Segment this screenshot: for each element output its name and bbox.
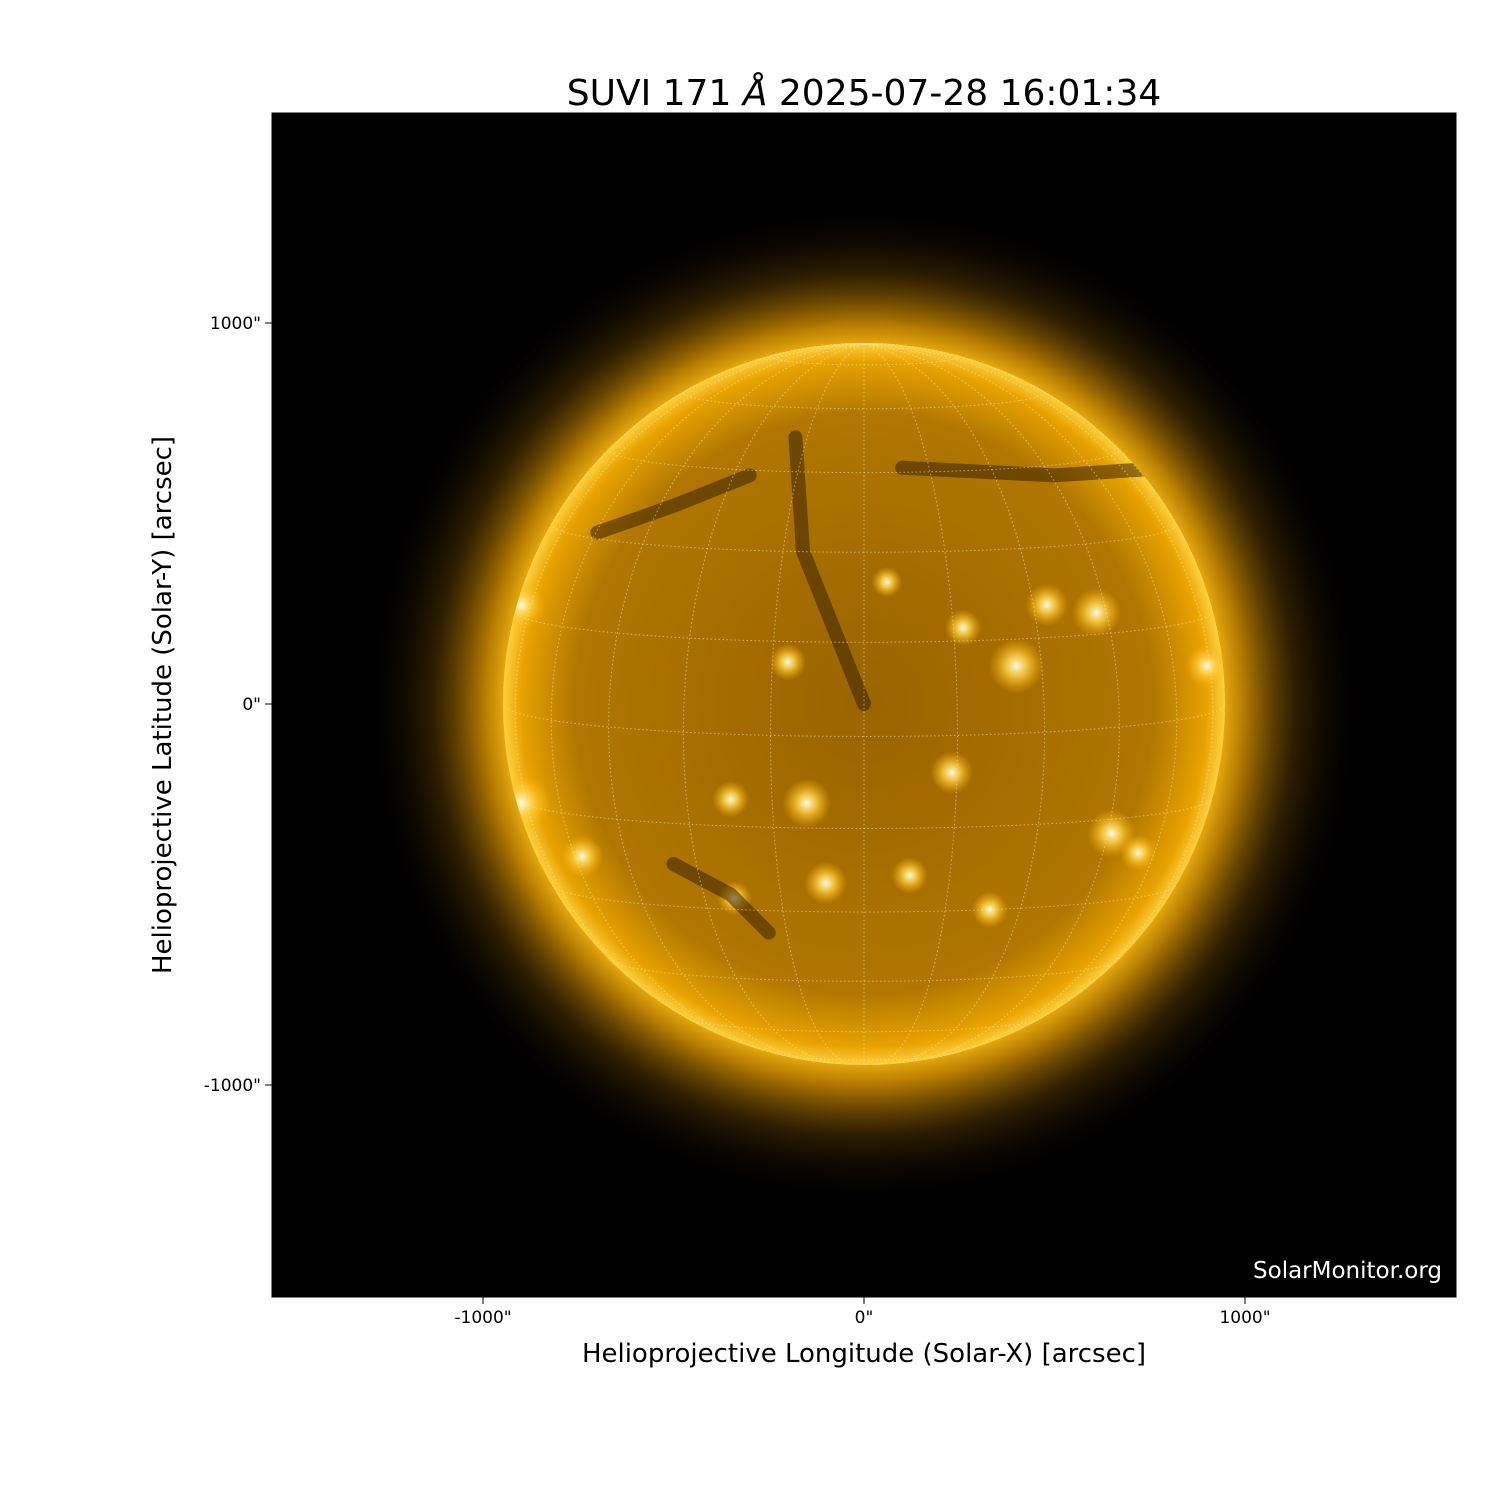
grid-line — [514, 610, 1214, 643]
watermark: SolarMonitor.org — [1253, 1258, 1442, 1284]
active-region — [988, 638, 1044, 694]
filament — [788, 430, 871, 711]
grid-line — [608, 447, 1120, 474]
active-region — [930, 751, 973, 794]
active-region — [712, 780, 749, 818]
grid-line — [863, 343, 1120, 1064]
grid-line — [550, 523, 1178, 553]
grid-line — [769, 343, 865, 1065]
x-ticks: -1000" 0" 1000" — [454, 1297, 1271, 1328]
grid-line — [503, 703, 1225, 738]
grid-line — [863, 343, 1178, 1060]
y-tick-label: 0" — [242, 695, 261, 715]
active-region — [769, 643, 807, 681]
grid-line — [608, 343, 865, 1064]
active-region — [560, 835, 604, 878]
grid-line — [682, 343, 865, 1065]
filament — [895, 460, 1176, 483]
active-region — [871, 566, 903, 598]
grid-line — [769, 353, 959, 366]
filament — [666, 857, 776, 940]
heliographic-grid — [503, 343, 1225, 1065]
active-region — [1120, 834, 1157, 871]
grid-line — [514, 797, 1214, 830]
active-region — [891, 857, 929, 894]
grid-line — [550, 343, 865, 1060]
y-ticks: 1000" 0" -1000" — [204, 314, 272, 1096]
active-region — [1025, 583, 1069, 627]
active-region — [1072, 588, 1121, 637]
x-axis-label: Helioprojective Longitude (Solar-X) [arc… — [582, 1339, 1146, 1369]
plot-title: SUVI 171 Å 2025-07-28 16:01:34 — [567, 71, 1162, 114]
grid-line — [857, 343, 865, 345]
active-region — [804, 861, 848, 905]
grid-line — [863, 343, 871, 345]
x-tick-label: 0" — [855, 1308, 874, 1328]
y-axis-label: Helioprojective Latitude (Solar-Y) [arcs… — [148, 436, 178, 974]
solar-image: SolarMonitor.org — [272, 113, 1456, 1297]
grid-line — [776, 1053, 952, 1061]
x-tick-label: -1000" — [454, 1308, 511, 1328]
active-region — [782, 778, 832, 828]
grid-line — [514, 343, 865, 1046]
grid-line — [863, 343, 959, 1065]
active-regions — [503, 430, 1225, 940]
x-tick-label: 1000" — [1219, 1308, 1270, 1328]
grid-line — [863, 343, 1214, 1046]
active-region — [1185, 644, 1225, 688]
grid-line — [863, 343, 1046, 1065]
y-tick-label: -1000" — [204, 1076, 261, 1096]
y-tick-label: 1000" — [210, 314, 261, 334]
filament — [590, 468, 757, 540]
